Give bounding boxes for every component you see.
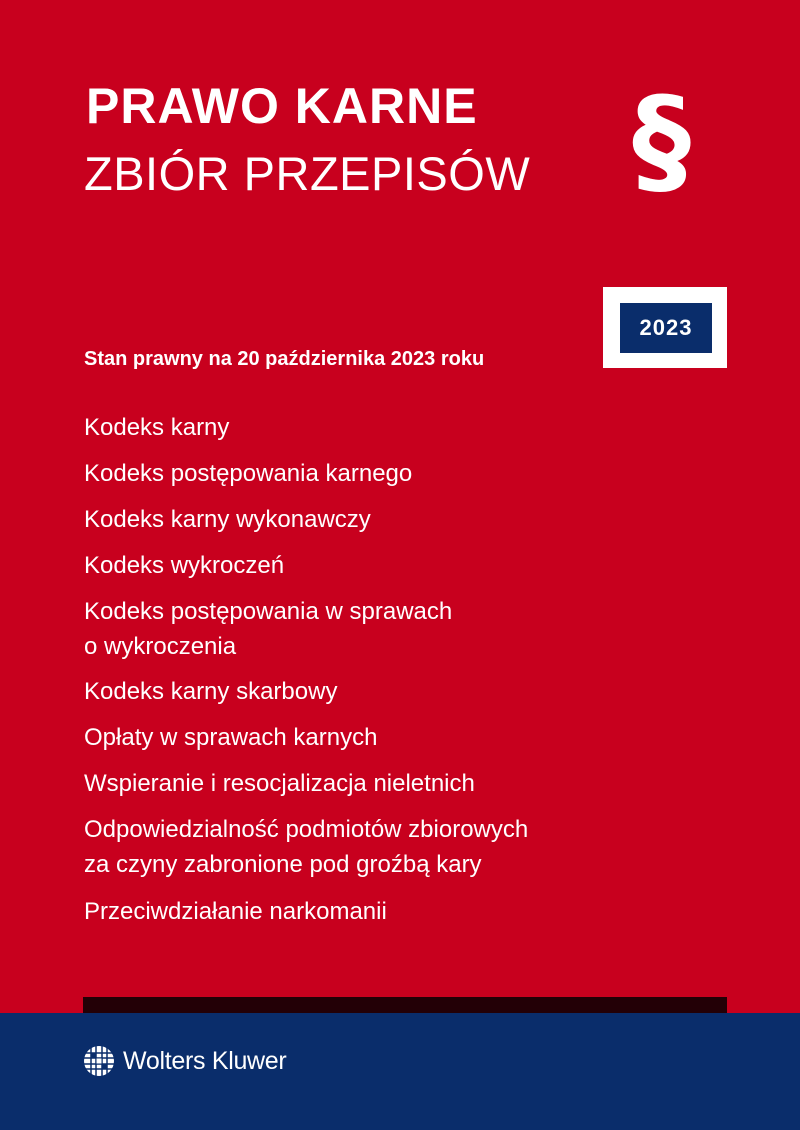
contents-item: Kodeks postępowania karnego [84,460,413,487]
wolters-kluwer-logo-icon [84,1046,114,1076]
contents-item: Kodeks wykroczeń [84,552,285,579]
contents-item: Kodeks karny [84,414,230,441]
contents-item: Kodeks postępowania w sprawach o wykrocz… [84,594,452,664]
legal-status: Stan prawny na 20 października 2023 roku [84,348,485,370]
contents-item-line: Odpowiedzialność podmiotów zbiorowych [84,816,529,843]
year-label: 2023 [620,303,712,353]
contents-item: Wspieranie i resocjalizacja nieletnich [84,770,475,797]
contents-item: Kodeks karny wykonawczy [84,506,371,533]
footer [0,1013,800,1130]
title-line-2: ZBIÓR PRZEPISÓW [84,147,531,200]
contents-item: Odpowiedzialność podmiotów zbiorowych za… [84,812,528,882]
publisher-name: Wolters Kluwer [123,1046,287,1075]
contents-item-line: za czyny zabronione pod groźbą kary [84,851,482,878]
divider-bar [83,997,727,1013]
contents-item-line: o wykroczenia [84,633,237,660]
contents-item: Opłaty w sprawach karnych [84,724,378,751]
section-symbol-icon: § [632,71,691,209]
contents-item: Przeciwdziałanie narkomanii [84,898,387,925]
year-badge: 2023 [603,287,727,368]
title-line-1: PRAWO KARNE [86,78,478,134]
publisher-logo: Wolters Kluwer [83,1045,287,1077]
contents-item: Kodeks karny skarbowy [84,678,338,705]
contents-item-line: Kodeks postępowania w sprawach [84,598,453,625]
